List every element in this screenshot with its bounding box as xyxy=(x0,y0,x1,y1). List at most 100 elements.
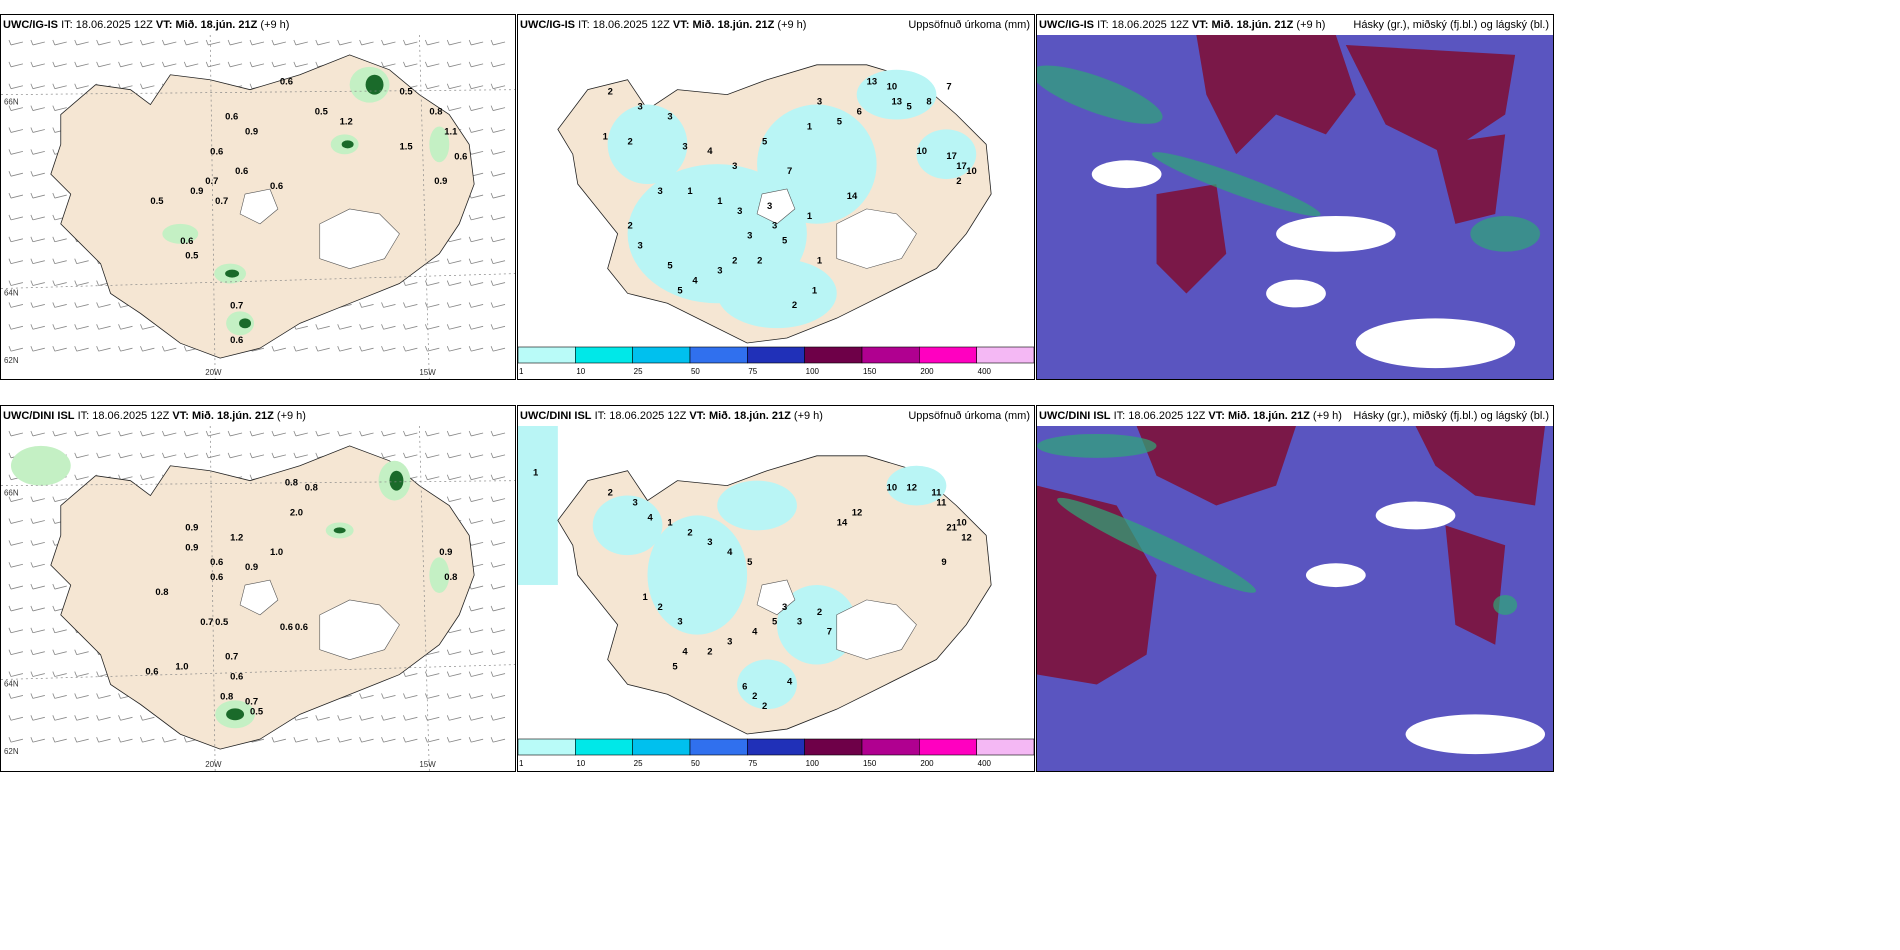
wind-barb xyxy=(271,430,286,437)
precip-value-label: 0.6 xyxy=(225,112,238,123)
wind-barb xyxy=(403,430,418,437)
vt-label: VT: xyxy=(172,410,189,422)
wind-barb xyxy=(52,346,67,352)
wind-map[interactable]: 66N 64N 62N 20W 15W 0.8 0.8 2.0 1.2 1.0 0.9 0.… xyxy=(1,426,515,771)
wind-barb xyxy=(96,324,111,330)
wind-barb xyxy=(381,39,396,46)
wind-barb xyxy=(381,737,396,743)
precip-value-label: 0.8 xyxy=(155,587,168,598)
wind-barb xyxy=(468,39,484,46)
wind-barb xyxy=(468,214,484,221)
wind-barb xyxy=(490,649,506,656)
wind-barb xyxy=(52,236,67,243)
lat-label-64: 64N xyxy=(4,679,19,688)
precip-value-label: 3 xyxy=(817,97,822,108)
precip-value-label: 7 xyxy=(946,82,951,93)
colorbar-swatch xyxy=(861,738,920,756)
wind-barb xyxy=(118,61,133,68)
wind-barb xyxy=(490,149,506,155)
colorbar-tick-label: 1 xyxy=(519,367,524,376)
wind-barb xyxy=(293,61,308,68)
wind-barb xyxy=(359,346,374,352)
wind-barb xyxy=(8,258,24,265)
wind-barb xyxy=(468,346,484,352)
colorbar-tick-label: 400 xyxy=(978,367,992,376)
wind-barb xyxy=(293,430,308,437)
it-label: IT: xyxy=(77,410,90,422)
glacier-langjokull xyxy=(756,579,796,616)
wind-barb xyxy=(52,324,67,330)
colorbar-svg: 1 10 25 50 75 100 150 200 400 xyxy=(518,346,1034,376)
vt-time: Mið. 18.jún. 21Z xyxy=(692,19,775,31)
wind-barb xyxy=(468,61,484,68)
wind-barb xyxy=(249,430,265,437)
wind-barb xyxy=(490,280,506,286)
wind-barb xyxy=(183,61,199,68)
wind-barb xyxy=(162,39,177,46)
vt-time: Mið. 18.jún. 21Z xyxy=(191,410,274,422)
wind-barb xyxy=(446,324,462,330)
wind-barb xyxy=(8,518,24,524)
precip-map[interactable]: 2 3 3 1 2 3 4 3 5 7 1 3 5 6 13 10 13 5 8 7 3 3 1 14 10 17 17 10 2 1 1 2… xyxy=(518,35,1034,345)
it-time: 18.06.2025 12Z xyxy=(592,19,670,31)
panel-header: UWC/IG-IS IT: 18.06.2025 12Z VT: Mið. 18… xyxy=(3,19,511,33)
precip-value-label: 3 xyxy=(782,602,787,613)
glacier-langjokull xyxy=(756,188,796,225)
wind-barb xyxy=(74,302,89,308)
wind-barb xyxy=(490,324,506,330)
precip-value-label: 7 xyxy=(787,166,792,177)
precip-map[interactable]: 1 2 3 4 1 2 3 4 5 12 10 12 9 11 21 10 12 14 11 4 5 2 3 4 5 3 3 2 7 1 2… xyxy=(518,426,1034,737)
lat-label-64: 64N xyxy=(4,288,19,297)
wind-barb xyxy=(424,715,440,721)
it-time: 18.06.2025 12Z xyxy=(1111,19,1189,31)
precip-value-label: 0.6 xyxy=(235,166,248,177)
precip-value-label: 1.0 xyxy=(270,547,283,558)
wind-barb xyxy=(52,496,67,502)
model-name: UWC/IG-IS xyxy=(1039,19,1094,31)
wind-barb xyxy=(8,39,24,46)
colorbar-swatch xyxy=(632,738,691,756)
wind-barb xyxy=(424,474,440,481)
wind-barb xyxy=(74,280,89,286)
wind-barb xyxy=(8,149,24,155)
wind-barb xyxy=(30,39,45,46)
wind-barb xyxy=(424,346,440,352)
wind-map[interactable]: 66N 64N 62N 20W 15W 0.6 0.5 1.2 0.5 0.8 0.6 0.… xyxy=(1,35,515,379)
panel-precip-top: UWC/IG-IS IT: 18.06.2025 12Z VT: Mið. 18… xyxy=(517,14,1035,380)
wind-barb xyxy=(74,693,89,699)
wind-barb xyxy=(424,430,440,437)
wind-barb xyxy=(30,715,45,721)
precip-value-label: 5 xyxy=(782,236,787,247)
wind-barb xyxy=(8,346,24,352)
wind-barb xyxy=(403,302,418,308)
lead-time: (+9 h) xyxy=(793,410,823,422)
wind-barb xyxy=(205,452,221,459)
cloud-map[interactable] xyxy=(1037,426,1553,771)
precip-value-label: 13 xyxy=(892,97,903,108)
precip-value-label: 0.5 xyxy=(150,196,163,207)
cloud-map[interactable] xyxy=(1037,35,1553,379)
wind-barb xyxy=(337,430,352,437)
wind-barb xyxy=(30,649,45,656)
wind-barb xyxy=(337,346,352,352)
wind-barb xyxy=(403,737,418,743)
vt-time: Mið. 18.jún. 21Z xyxy=(1211,19,1294,31)
wind-barb xyxy=(403,61,418,68)
wind-barb xyxy=(140,430,155,437)
colorbar-tick-label: 150 xyxy=(863,759,877,768)
lat-label-66: 66N xyxy=(4,98,19,107)
colorbar-swatch xyxy=(575,738,633,756)
wind-barb xyxy=(381,302,396,308)
precip-value-label: 4 xyxy=(682,647,688,658)
wind-barb xyxy=(52,61,67,68)
wind-barb xyxy=(30,171,45,177)
wind-barb xyxy=(468,715,484,721)
wind-barb xyxy=(403,324,418,330)
wind-barb xyxy=(52,430,67,437)
wind-barb xyxy=(490,105,506,111)
it-label: IT: xyxy=(1113,410,1126,422)
precip-value-label: 5 xyxy=(772,617,777,628)
lon-label-20: 20W xyxy=(205,368,222,377)
wind-barb xyxy=(140,737,155,743)
wind-barb xyxy=(8,715,24,721)
